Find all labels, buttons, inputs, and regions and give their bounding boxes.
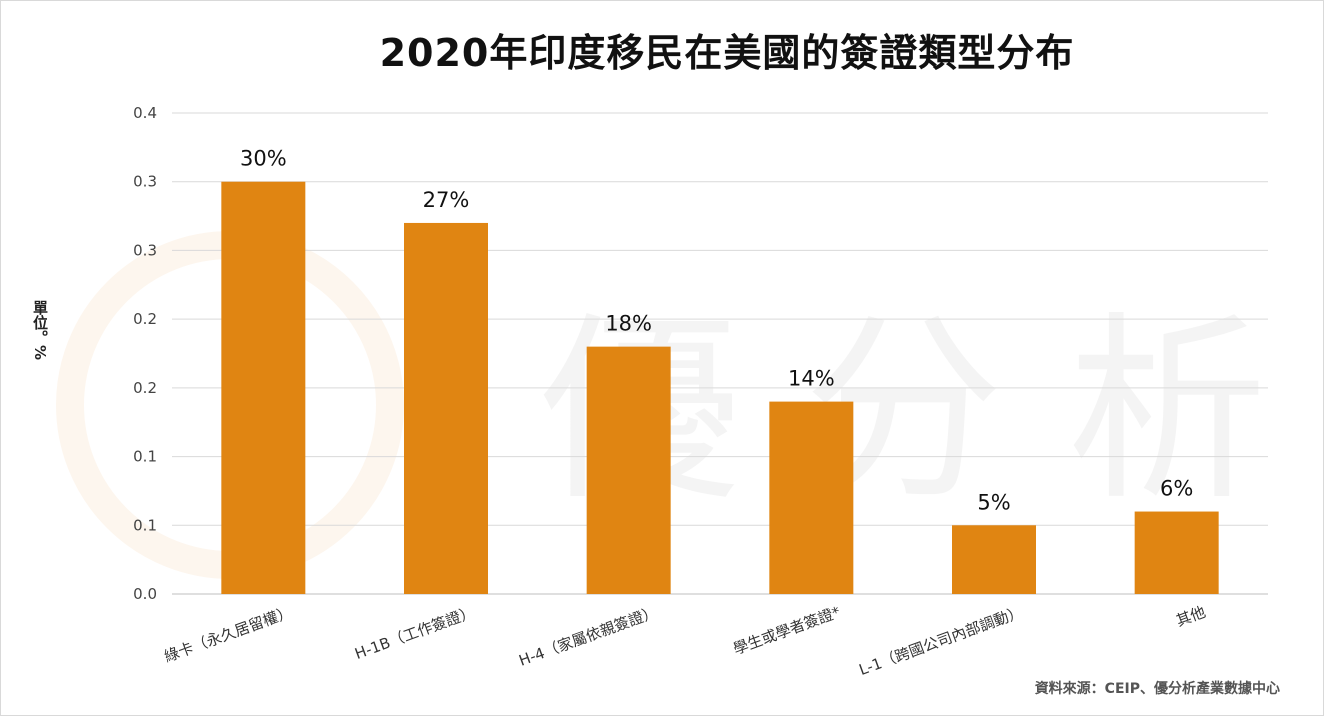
data-label: 6% — [1160, 477, 1193, 501]
data-label: 30% — [240, 147, 287, 171]
y-tick-label: 0.3 — [133, 173, 157, 191]
data-labels: 30% 27% 18% 14% 5% 6% — [240, 147, 1193, 515]
y-tick-label: 0.1 — [133, 516, 157, 534]
bar — [1134, 511, 1219, 594]
source-note: 資料來源：CEIP、優分析產業數據中心 — [1034, 681, 1280, 697]
bar — [769, 401, 854, 594]
data-label: 5% — [977, 490, 1010, 514]
category-label: 學生或學者簽證* — [731, 603, 843, 659]
bar — [404, 222, 488, 594]
category-label: H-1B（工作簽證） — [352, 603, 477, 663]
y-axis-label: 單位。% — [31, 300, 49, 361]
data-label: 18% — [605, 312, 652, 336]
y-tick-label: 0.0 — [133, 585, 157, 603]
y-tick-label: 0.4 — [133, 104, 157, 122]
y-tick-label: 0.1 — [133, 448, 157, 466]
data-label: 27% — [423, 188, 470, 212]
y-tick-label: 0.2 — [133, 379, 157, 397]
chart-title: 2020年印度移民在美國的簽證類型分布 — [379, 31, 1075, 75]
data-label: 14% — [788, 367, 835, 391]
y-tick-label: 0.3 — [133, 241, 157, 259]
category-label: L-1（跨國公司內部調動） — [857, 603, 1026, 679]
bar — [586, 346, 671, 594]
y-axis-ticks: 0.0 0.1 0.1 0.2 0.2 0.3 0.3 0.4 — [133, 104, 157, 603]
x-axis-categories: 綠卡（永久居留權） H-1B（工作簽證） H-4（家屬依親簽證） 學生或學者簽證* L-… — [162, 603, 1208, 679]
bars — [221, 181, 1219, 594]
y-tick-label: 0.2 — [133, 310, 157, 328]
gridlines — [172, 112, 1268, 595]
category-label: 綠卡（永久居留權） — [162, 603, 295, 666]
bar — [952, 525, 1036, 594]
bar — [221, 181, 306, 594]
category-label: 其他 — [1174, 603, 1208, 630]
category-label: H-4（家屬依親簽證） — [516, 603, 660, 670]
